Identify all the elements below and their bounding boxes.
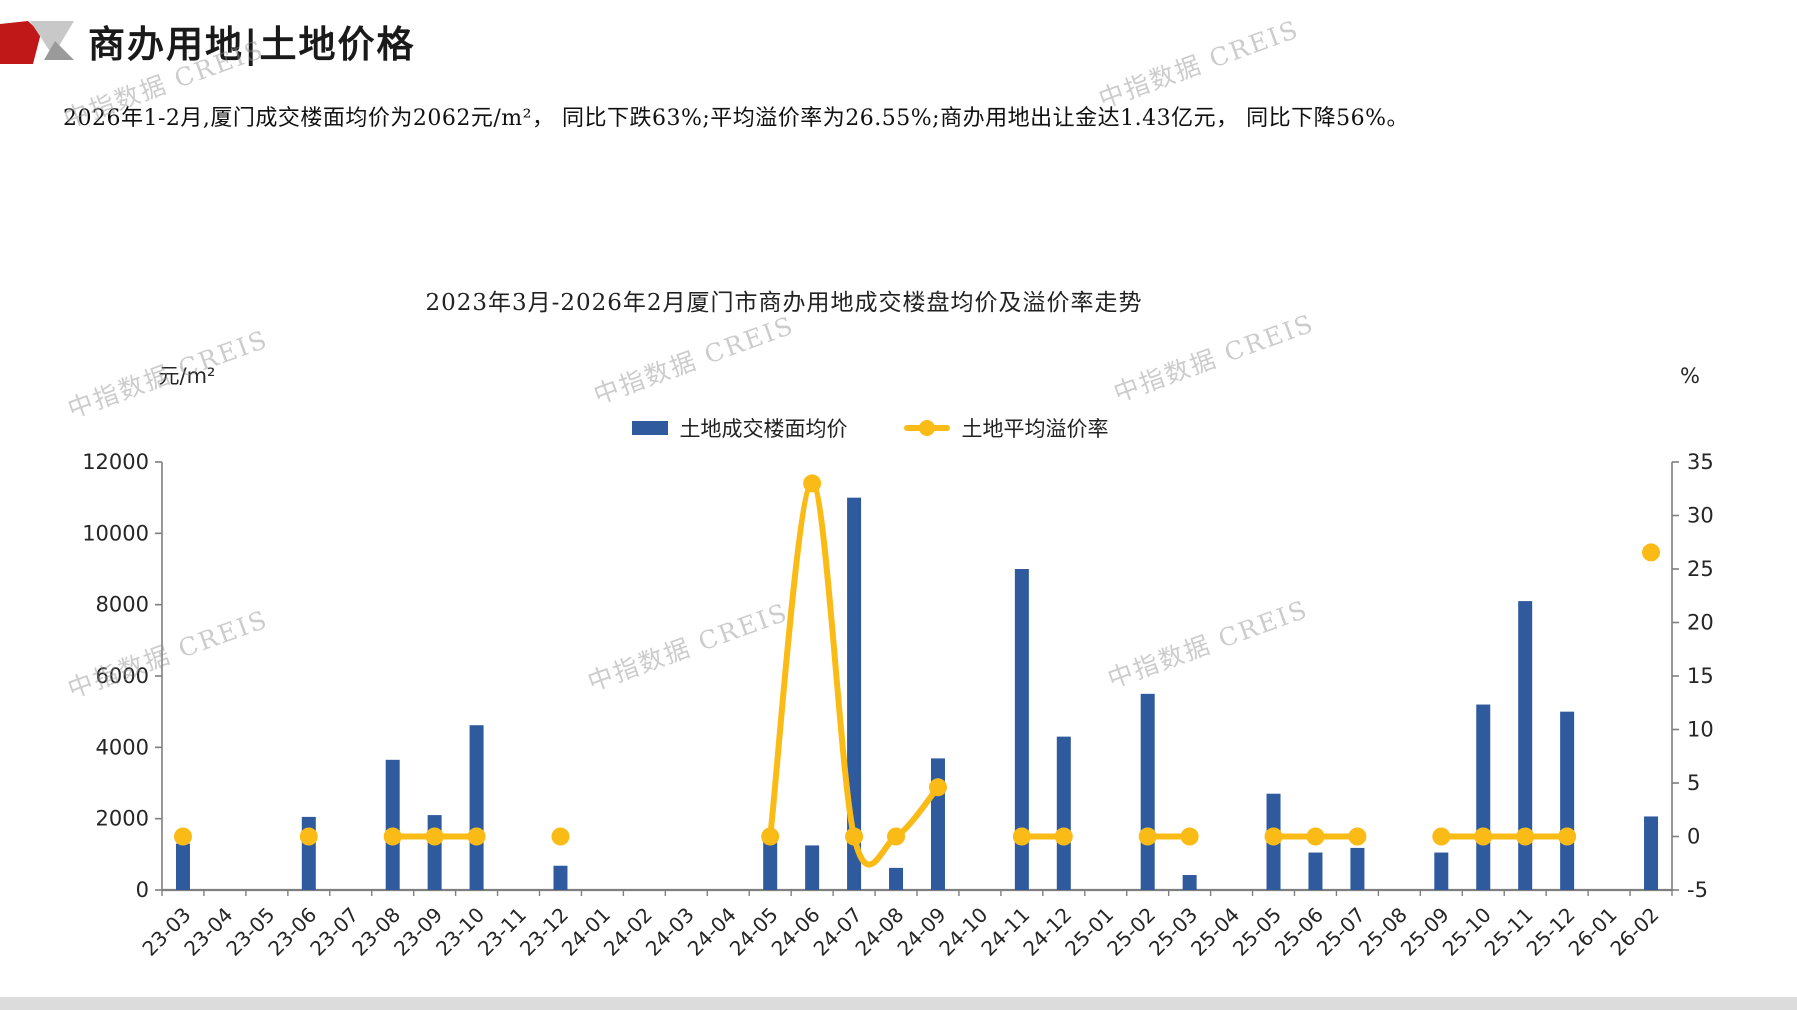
logo-dark-triangle: [44, 41, 74, 60]
premium-dot-25-02: [1138, 827, 1157, 846]
legend-item-bar: 土地成交楼面均价: [631, 413, 848, 443]
bar-25-09: [1434, 852, 1449, 890]
y-right-tick-label: 20: [1687, 611, 1714, 635]
premium-dot-25-11: [1516, 827, 1535, 846]
logo-gray-triangle: [30, 21, 74, 56]
premium-dot-24-09: [928, 778, 947, 797]
bar-25-12: [1560, 711, 1575, 890]
bar-23-10: [469, 725, 484, 890]
premium-dot-23-12: [551, 827, 570, 846]
right-axis-unit: %: [1680, 364, 1700, 388]
chart-title: 2023年3月-2026年2月厦门市商办用地成交楼盘均价及溢价率走势: [425, 290, 1143, 316]
bar-24-06: [805, 845, 820, 890]
y-left-tick-label: 8000: [96, 593, 149, 617]
y-right-tick-label: 35: [1687, 450, 1714, 474]
bar-24-12: [1056, 736, 1071, 890]
legend-line-label: 土地平均溢价率: [961, 417, 1109, 441]
y-right-tick-label: 15: [1687, 664, 1714, 688]
y-right-tick-label: -5: [1687, 878, 1708, 902]
bar-swatch-icon: [631, 421, 668, 435]
premium-dot-24-05: [761, 827, 780, 846]
bar-25-10: [1476, 704, 1491, 890]
y-left-tick-label: 12000: [82, 450, 149, 474]
y-right-tick-label: 0: [1687, 825, 1700, 849]
bar-23-12: [553, 865, 568, 890]
bar-23-08: [385, 759, 400, 890]
y-left-tick-label: 10000: [82, 521, 149, 545]
premium-dot-25-09: [1432, 827, 1451, 846]
legend-item-line: 土地平均溢价率: [903, 413, 1109, 443]
legend-bar-label: 土地成交楼面均价: [679, 417, 848, 441]
bar-24-07: [847, 497, 862, 890]
bar-24-05: [763, 840, 778, 890]
premium-dot-24-06: [803, 474, 822, 493]
bar-26-02: [1644, 816, 1659, 890]
premium-dot-24-08: [887, 827, 906, 846]
page-title: 商办用地|土地价格: [88, 22, 416, 66]
bar-24-08: [889, 867, 904, 890]
premium-dot-25-06: [1306, 827, 1325, 846]
y-right-tick-label: 25: [1687, 557, 1714, 581]
premium-dot-25-10: [1474, 827, 1493, 846]
bar-24-09: [930, 758, 945, 890]
summary-text: 2026年1-2月,厦门成交楼面均价为2062元/m²， 同比下跌63%;平均溢…: [63, 106, 1409, 131]
y-left-tick-label: 4000: [96, 735, 149, 759]
y-right-tick-label: 5: [1687, 771, 1700, 795]
bar-25-06: [1308, 852, 1323, 890]
premium-dot-23-10: [467, 827, 486, 846]
bar-23-09: [427, 815, 442, 890]
y-left-tick-label: 6000: [96, 664, 149, 688]
y-left-tick-label: 2000: [96, 807, 149, 831]
premium-dot-24-12: [1054, 827, 1073, 846]
premium-dot-23-03: [173, 827, 192, 846]
premium-dot-23-06: [299, 827, 318, 846]
premium-dot-23-08: [383, 827, 402, 846]
x-tick-label: 26-02: [1605, 903, 1663, 961]
creis-logo: [0, 21, 74, 64]
bar-24-11: [1014, 569, 1029, 890]
premium-dot-25-03: [1180, 827, 1199, 846]
y-left-tick-label: 0: [136, 878, 149, 902]
logo-red-shape: [0, 21, 41, 64]
premium-dot-24-07: [845, 827, 864, 846]
premium-dot-23-09: [425, 827, 444, 846]
premium-dot-24-11: [1012, 827, 1031, 846]
bar-25-02: [1140, 693, 1155, 890]
y-right-tick-label: 30: [1687, 504, 1714, 528]
line-swatch-dot-icon: [918, 420, 935, 436]
premium-dot-25-07: [1348, 827, 1367, 846]
premium-dot-25-12: [1558, 827, 1577, 846]
footer-strip: [0, 997, 1797, 1010]
bar-25-03: [1182, 875, 1197, 890]
bar-25-11: [1518, 601, 1533, 890]
premium-dot-26-02: [1642, 543, 1661, 562]
chart-legend: 土地成交楼面均价 土地平均溢价率: [0, 413, 1740, 443]
bar-23-03: [175, 843, 190, 890]
left-axis-unit: 元/m²: [159, 364, 216, 388]
y-right-tick-label: 10: [1687, 718, 1714, 742]
premium-dot-25-05: [1264, 827, 1283, 846]
bar-25-07: [1350, 847, 1365, 890]
line-swatch-icon: [903, 420, 950, 436]
